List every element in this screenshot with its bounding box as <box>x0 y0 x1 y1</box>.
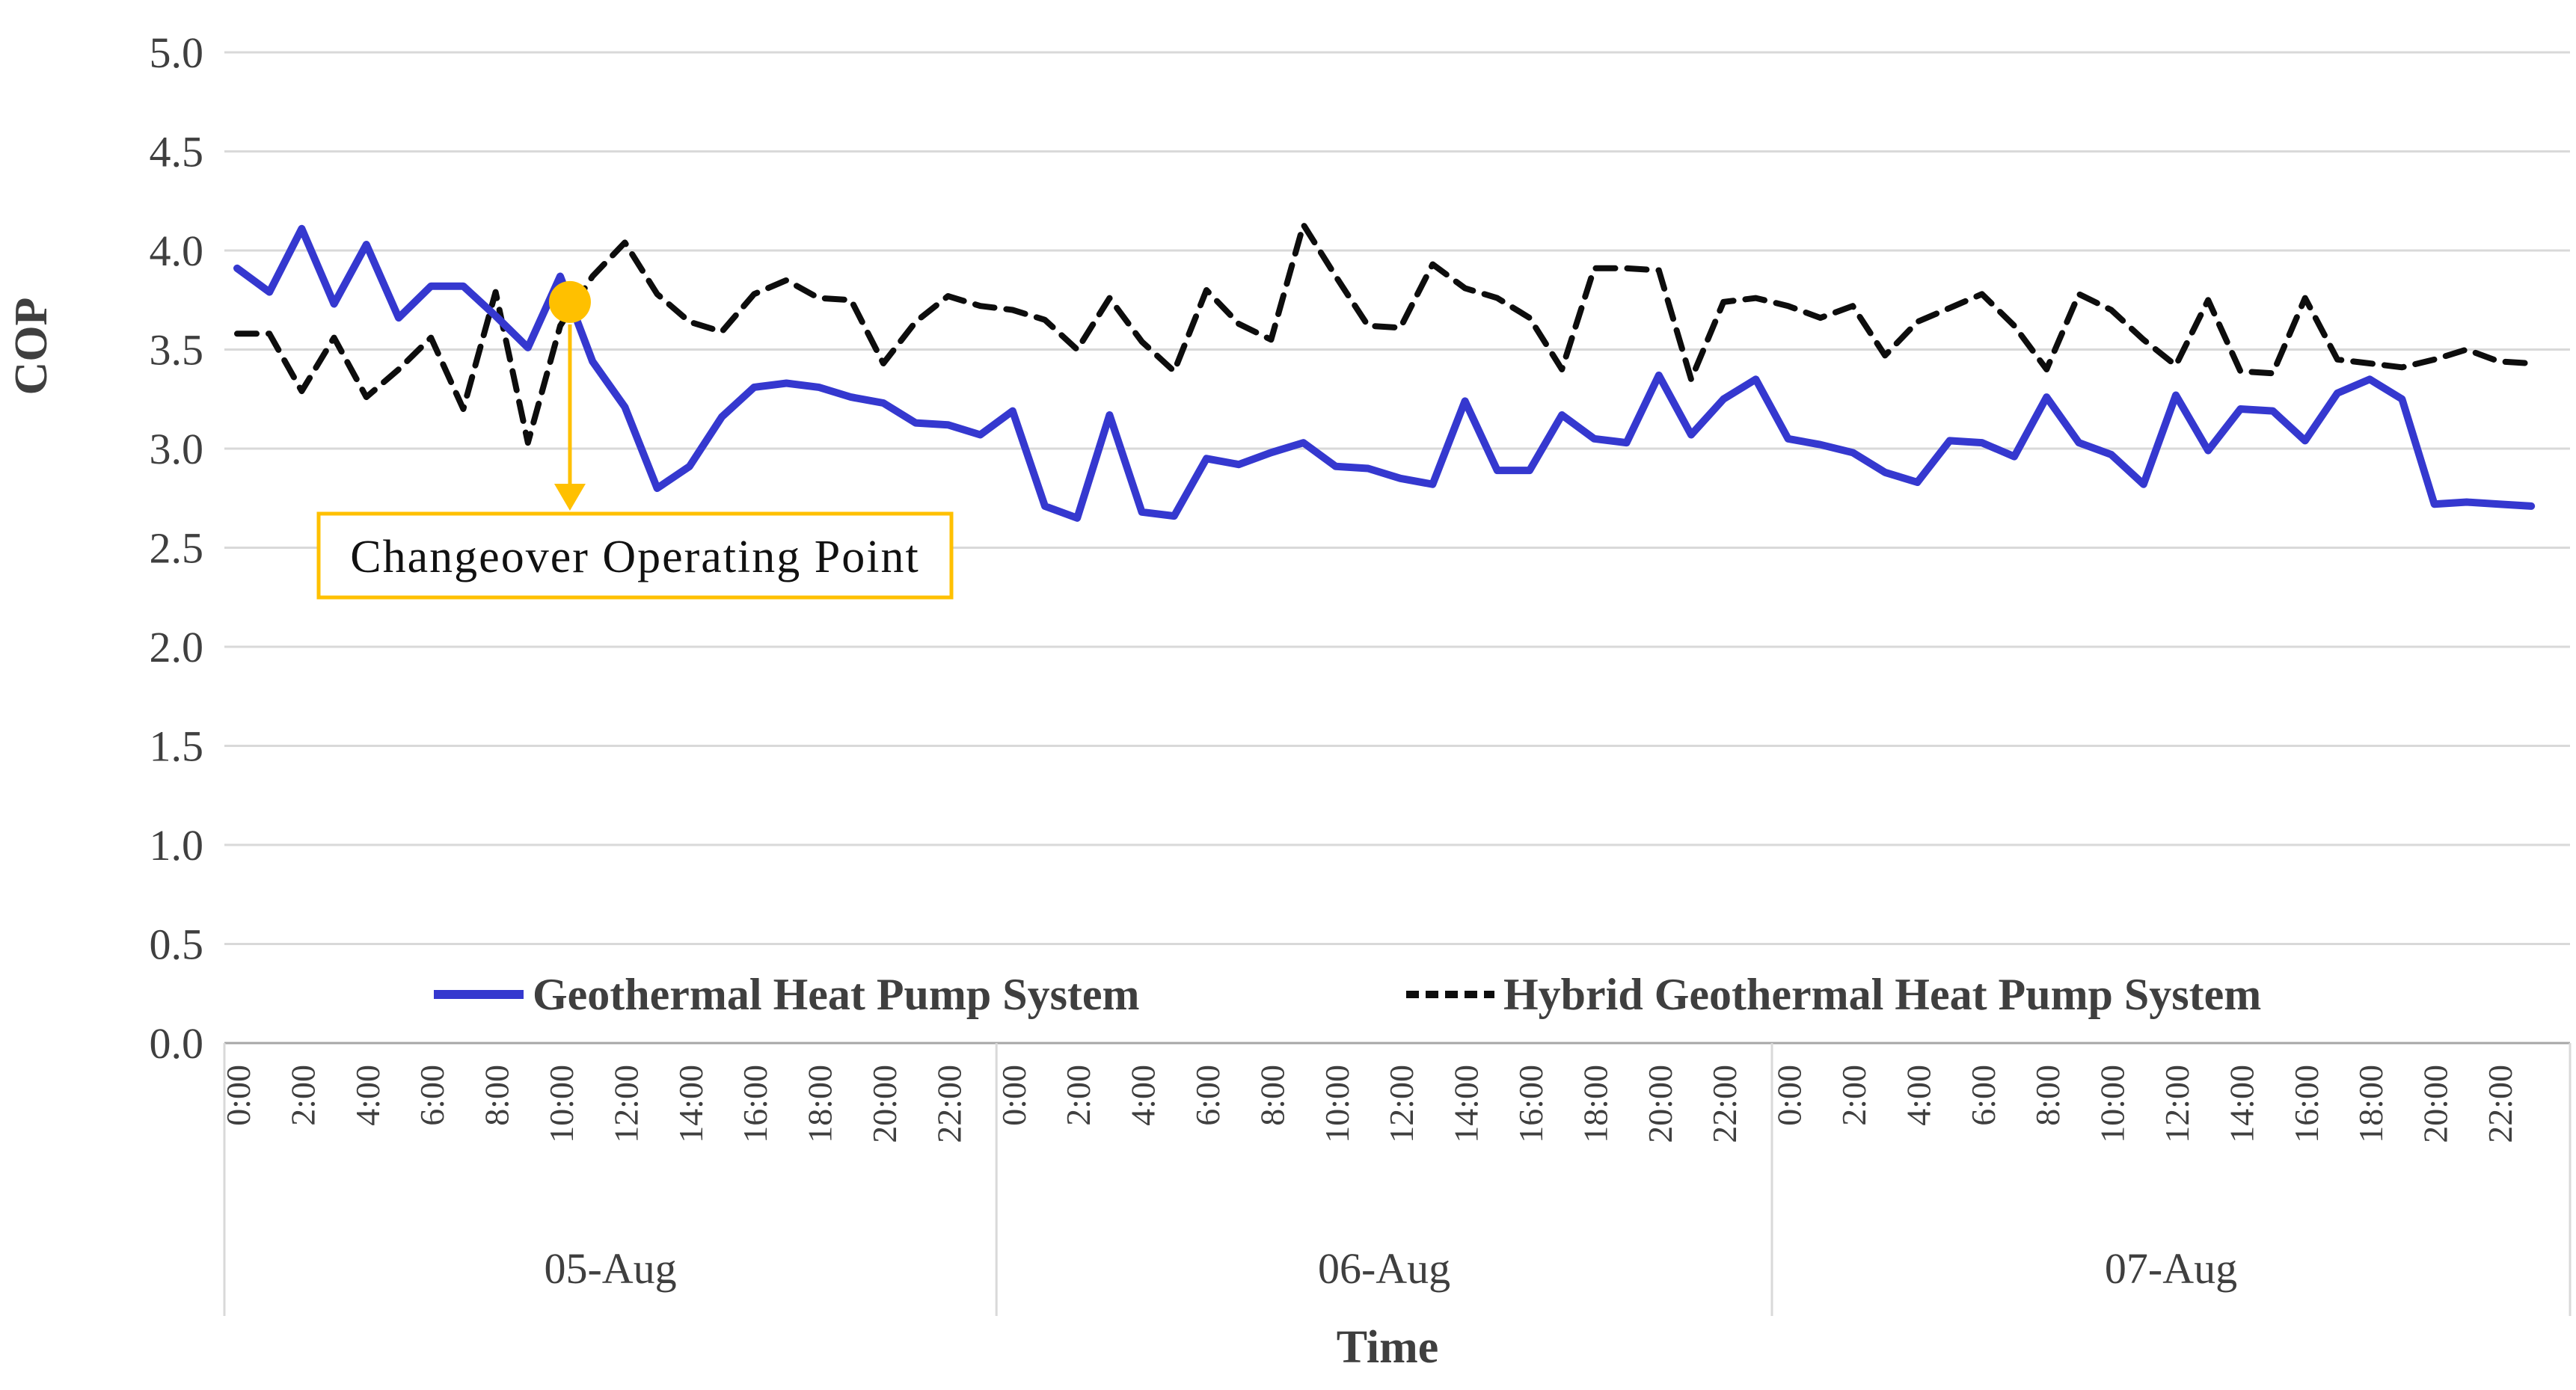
y-tick-label: 4.5 <box>150 128 204 176</box>
time-tick-label: 2:00 <box>1835 1065 1873 1126</box>
day-group-labels: 05-Aug 06-Aug 07-Aug <box>544 1244 2237 1293</box>
changeover-annotation: Changeover Operating Point <box>316 280 954 600</box>
time-tick-label: 10:00 <box>1318 1065 1356 1143</box>
time-tick-label: 4:00 <box>1124 1065 1162 1126</box>
time-tick-label: 14:00 <box>672 1065 710 1143</box>
series-geothermal-line <box>233 224 2536 522</box>
changeover-arrowhead-icon <box>553 484 586 511</box>
time-tick-label: 20:00 <box>865 1065 904 1143</box>
time-tick-label: 18:00 <box>2352 1065 2390 1143</box>
y-tick-label: 2.0 <box>150 623 204 671</box>
time-tick-label: 14:00 <box>2222 1065 2260 1143</box>
time-tick-label: 8:00 <box>478 1065 516 1126</box>
time-tick-label: 12:00 <box>2158 1065 2196 1143</box>
time-tick-label: 22:00 <box>930 1065 968 1143</box>
time-tick-label: 22:00 <box>1705 1065 1744 1143</box>
time-tick-label: 10:00 <box>2094 1065 2132 1143</box>
day-separator-lines <box>223 1043 2572 1316</box>
y-tick-label: 5.0 <box>150 28 204 77</box>
time-tick-label: 8:00 <box>2028 1065 2067 1126</box>
time-tick-label: 12:00 <box>1382 1065 1420 1143</box>
y-tick-label: 3.5 <box>150 326 204 375</box>
legend: Geothermal Heat Pump System Hybrid Geoth… <box>434 970 2261 1019</box>
y-tick-label: 2.5 <box>150 524 204 573</box>
time-tick-label: 16:00 <box>1512 1065 1550 1143</box>
changeover-marker-dot <box>548 280 591 323</box>
time-tick-label: 10:00 <box>542 1065 580 1143</box>
day-label: 07-Aug <box>2105 1244 2237 1293</box>
changeover-callout-label: Changeover Operating Point <box>350 532 919 582</box>
day-label: 05-Aug <box>544 1244 676 1293</box>
y-tick-label: 0.5 <box>150 920 204 969</box>
y-tick-label: 0.0 <box>150 1019 204 1068</box>
time-tick-label: 12:00 <box>607 1065 645 1143</box>
changeover-callout-box <box>316 511 954 600</box>
time-tick-label: 8:00 <box>1253 1065 1291 1126</box>
time-tick-label: 18:00 <box>1576 1065 1614 1143</box>
time-tick-label: 14:00 <box>1447 1065 1485 1143</box>
time-tick-label: 20:00 <box>2417 1065 2455 1143</box>
series-hybrid-geothermal-line <box>234 221 2535 446</box>
time-tick-label: 2:00 <box>283 1065 322 1126</box>
time-tick-label: 20:00 <box>1641 1065 1679 1143</box>
y-axis-title: COP <box>6 298 57 396</box>
y-tick-label: 4.0 <box>150 227 204 275</box>
time-tick-label: 4:00 <box>1899 1065 1937 1126</box>
legend-label-hybrid: Hybrid Geothermal Heat Pump System <box>1503 970 2261 1019</box>
time-tick-label: 4:00 <box>349 1065 387 1126</box>
time-tick-label: 0:00 <box>995 1065 1033 1126</box>
time-tick-label: 0:00 <box>1770 1065 1809 1126</box>
y-axis-tick-labels: 5.0 4.5 4.0 3.5 3.0 2.5 2.0 1.5 1.0 0.5 0.0 <box>150 28 204 1068</box>
time-tick-label: 6:00 <box>413 1065 451 1126</box>
legend-item-geothermal: Geothermal Heat Pump System <box>434 970 1140 1019</box>
time-tick-label: 6:00 <box>1189 1065 1227 1126</box>
time-tick-label: 16:00 <box>736 1065 774 1143</box>
time-tick-label: 6:00 <box>1964 1065 2002 1126</box>
time-tick-labels: 0:00 2:00 4:00 6:00 8:00 10:00 12:00 14:00 16:00… <box>219 1065 2519 1143</box>
x-axis-title: Time <box>1337 1322 1439 1373</box>
time-tick-label: 18:00 <box>801 1065 839 1143</box>
time-tick-label: 22:00 <box>2481 1065 2519 1143</box>
y-tick-label: 3.0 <box>150 425 204 473</box>
y-tick-label: 1.5 <box>150 722 204 771</box>
legend-item-hybrid: Hybrid Geothermal Heat Pump System <box>1406 970 2261 1019</box>
time-tick-label: 0:00 <box>219 1065 257 1126</box>
day-label: 06-Aug <box>1318 1244 1450 1293</box>
y-tick-label: 1.0 <box>150 821 204 870</box>
time-tick-label: 2:00 <box>1059 1065 1097 1126</box>
time-tick-label: 16:00 <box>2287 1065 2325 1143</box>
legend-label-geothermal: Geothermal Heat Pump System <box>533 970 1140 1019</box>
